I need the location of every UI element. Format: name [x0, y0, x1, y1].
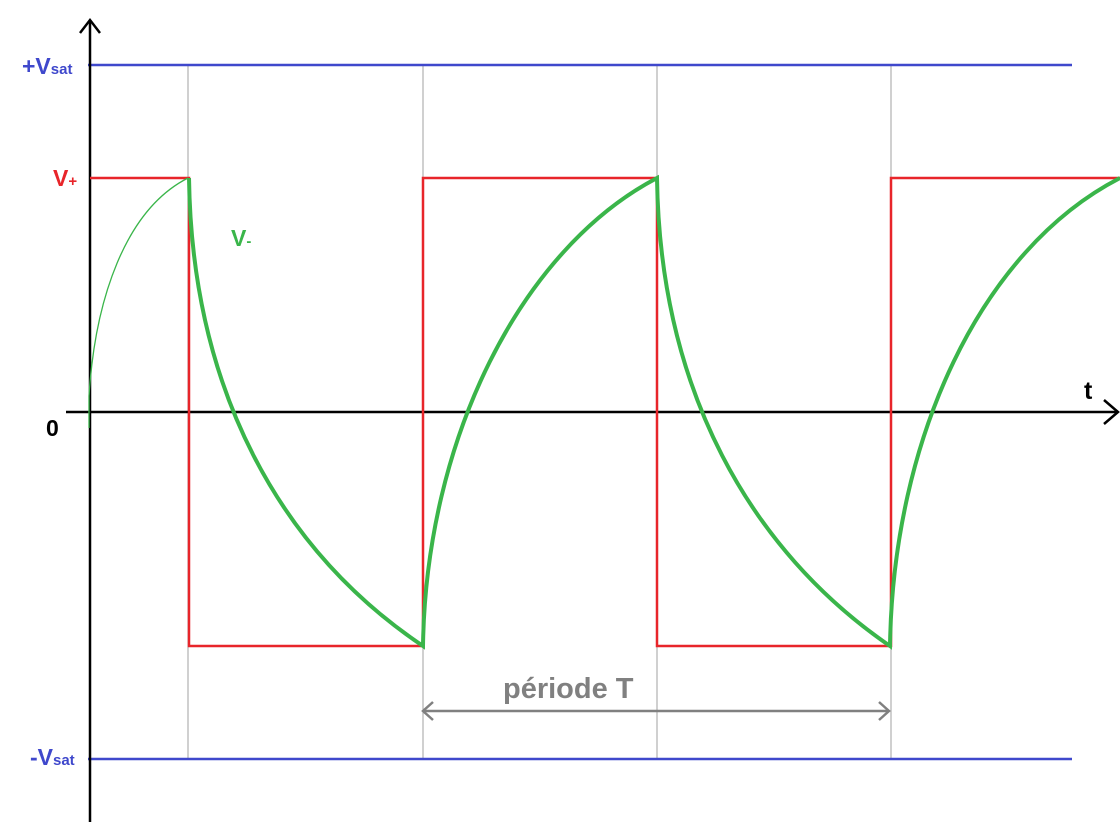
t-axis-label: t — [1084, 377, 1093, 405]
v-minus-label: V- — [231, 225, 251, 251]
zero-label: 0 — [46, 415, 59, 441]
y-axis-arrowhead — [79, 17, 101, 34]
square-wave-v-plus — [90, 176, 1120, 648]
v-plus-label: V+ — [53, 165, 77, 191]
period-arrow — [421, 701, 891, 721]
capacitor-wave-v-minus — [187, 174, 1120, 650]
t-axis-arrowhead — [1103, 399, 1120, 425]
vsat-negative-label: -Vsat — [30, 744, 75, 770]
vsat-positive-label: +Vsat — [22, 53, 72, 79]
period-label: période T — [503, 673, 634, 705]
initial-charge-curve — [88, 177, 189, 428]
